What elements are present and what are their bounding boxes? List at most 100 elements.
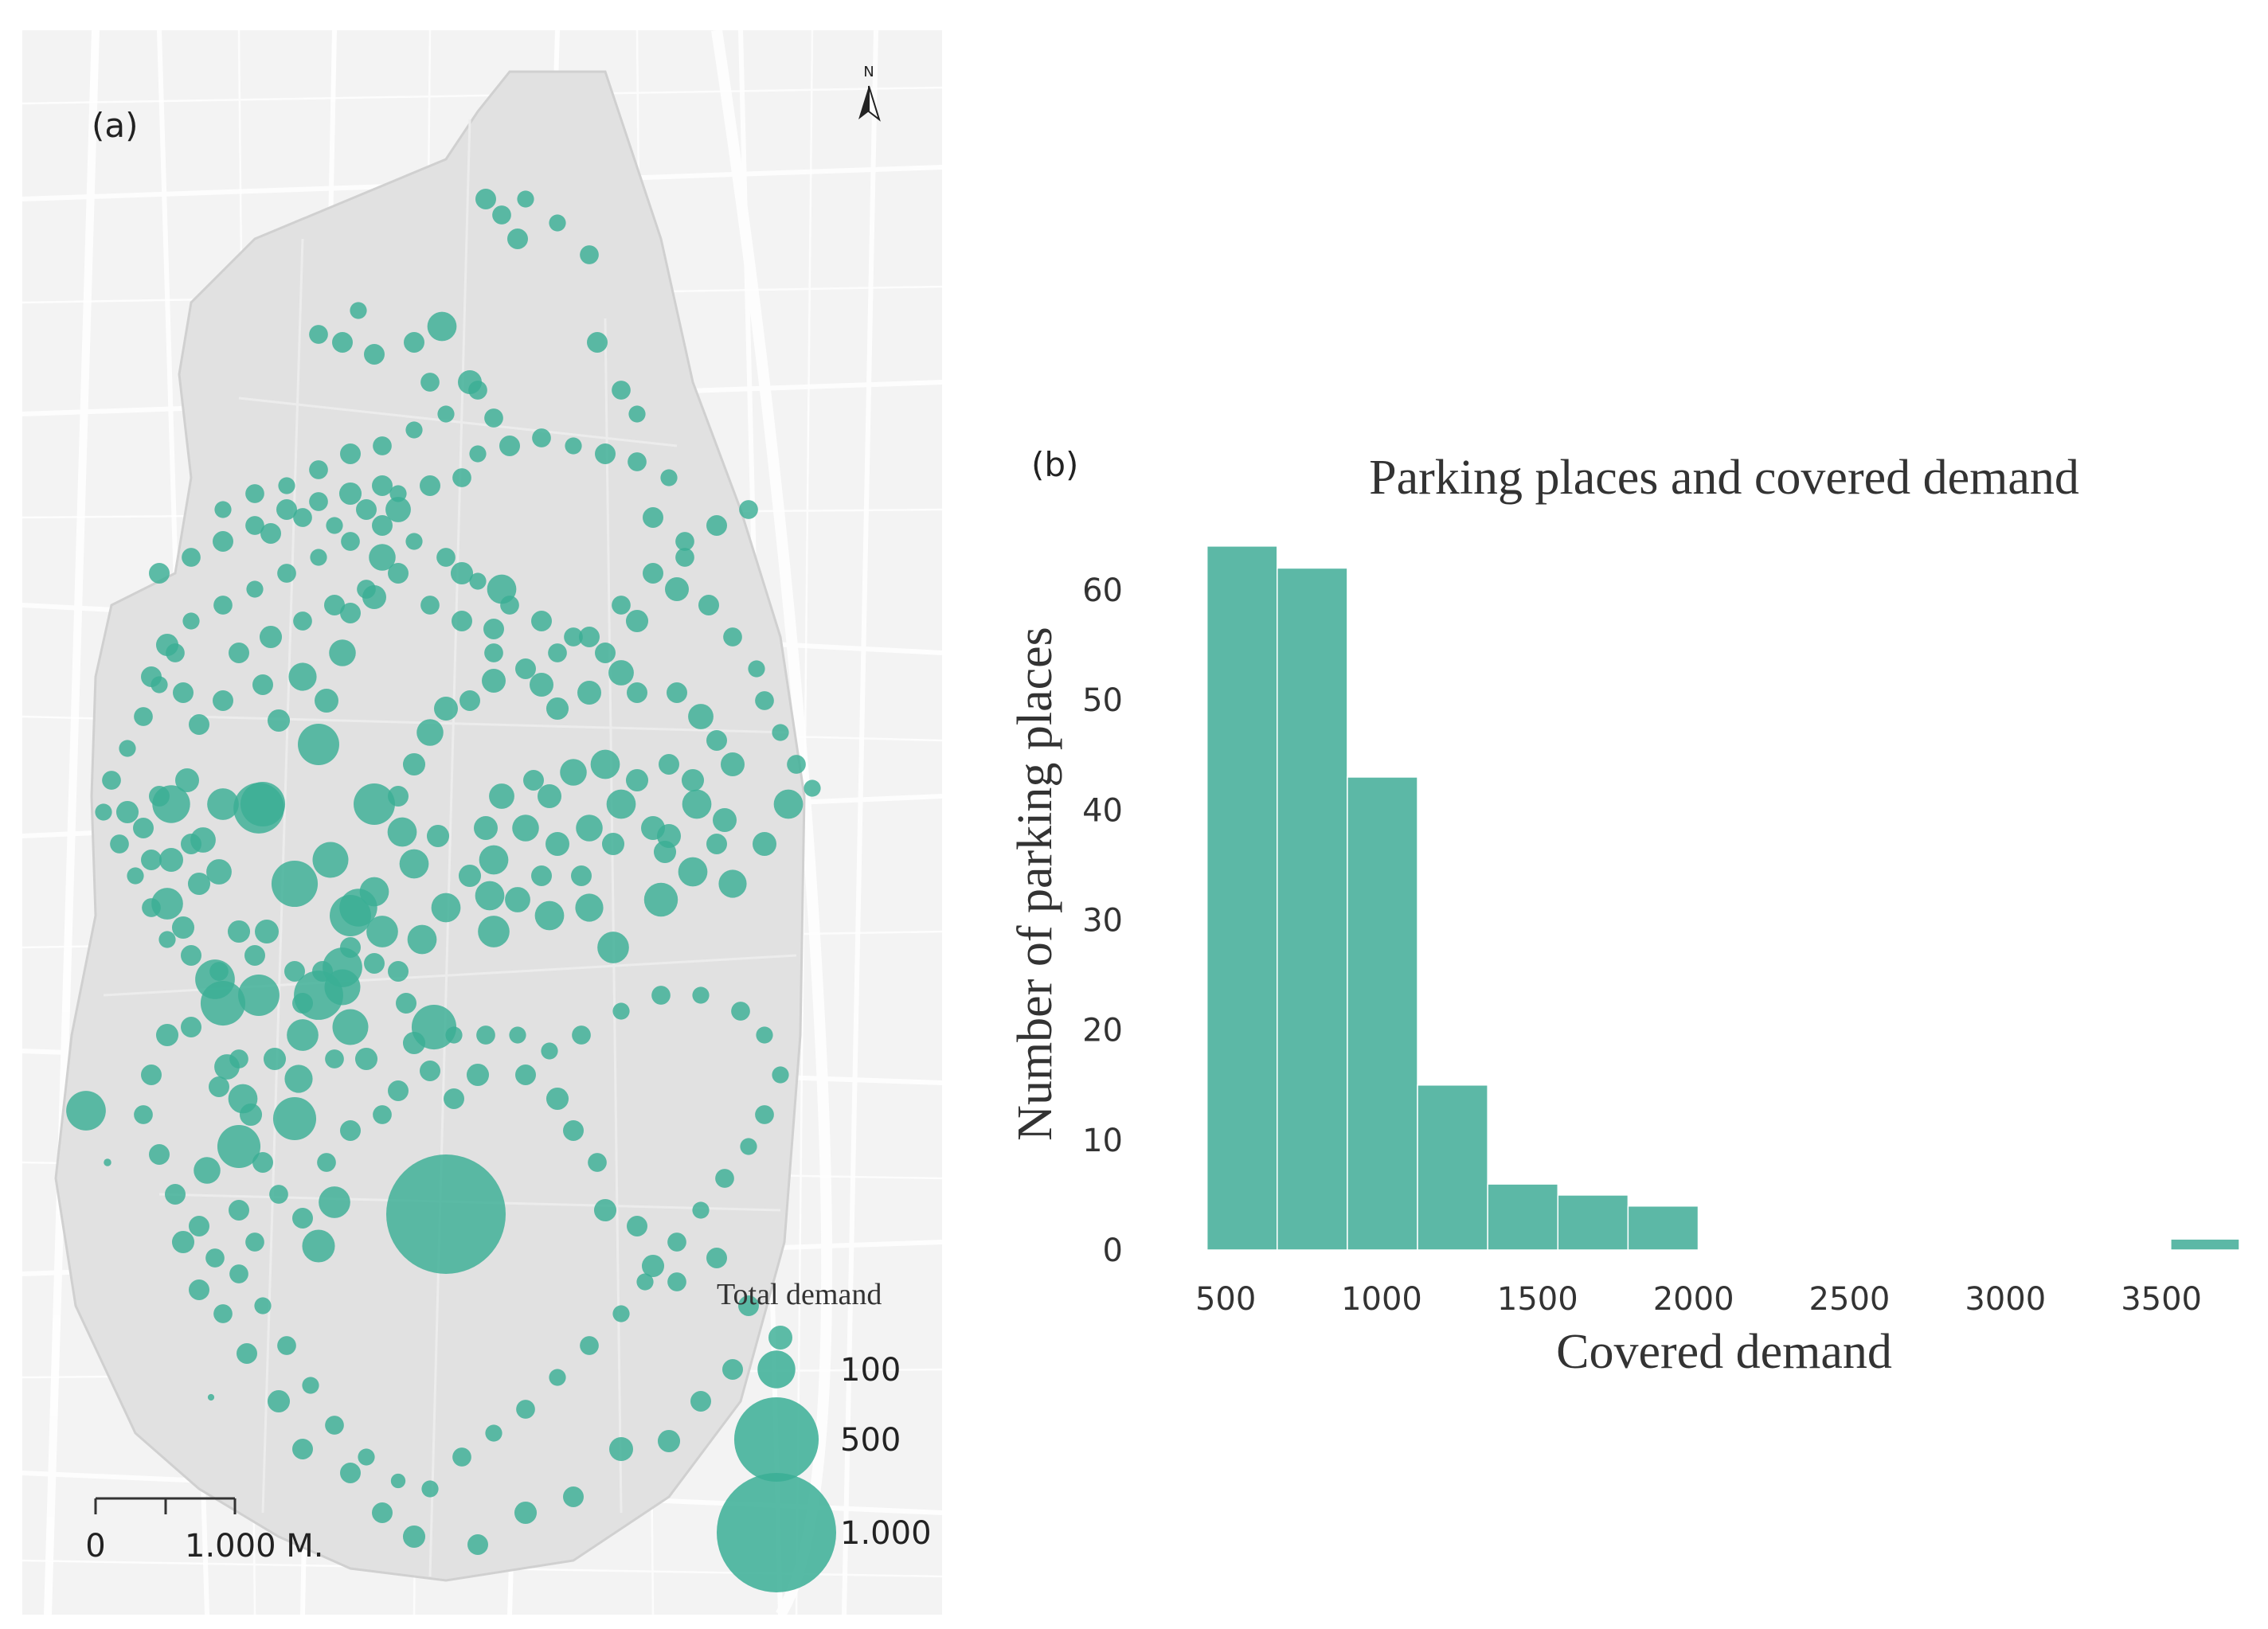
demand-circle — [713, 808, 737, 832]
legend-circle — [733, 1397, 819, 1483]
histogram-bar — [1557, 1194, 1629, 1251]
demand-circle — [269, 1185, 288, 1204]
demand-circle — [309, 325, 328, 344]
demand-circle — [338, 482, 362, 506]
demand-circle — [532, 428, 551, 447]
demand-circle — [549, 214, 566, 232]
demand-circle — [482, 669, 506, 693]
demand-circle — [420, 475, 440, 496]
demand-circle — [133, 818, 154, 838]
demand-circle — [206, 859, 232, 885]
demand-circle — [324, 595, 345, 615]
demand-circle — [182, 612, 200, 630]
demand-circle — [292, 1439, 313, 1459]
demand-circle — [577, 681, 601, 705]
histogram-bar — [1347, 776, 1418, 1251]
demand-circle — [364, 344, 385, 365]
demand-circle — [420, 1061, 440, 1081]
demand-circle — [287, 1019, 319, 1051]
demand-circle — [387, 817, 417, 847]
demand-circle — [657, 1429, 681, 1453]
demand-circle — [189, 714, 209, 735]
legend-items: 100 500 1.000 — [717, 1350, 932, 1592]
demand-circle — [399, 849, 429, 879]
demand-circle — [358, 1448, 375, 1466]
demand-circle — [213, 1304, 233, 1323]
demand-circle — [312, 961, 333, 982]
demand-circle — [667, 1272, 686, 1291]
demand-circle — [364, 953, 385, 974]
demand-circle — [706, 515, 727, 536]
demand-circle — [756, 1026, 773, 1044]
demand-circle — [115, 800, 139, 824]
demand-circle — [158, 931, 176, 948]
demand-circle — [678, 857, 708, 887]
demand-circle — [575, 893, 604, 922]
demand-circle — [388, 786, 409, 807]
x-tick-labels: 500 1000 1500 2000 2500 3000 3500 — [1195, 1281, 2202, 1318]
demand-circle — [165, 1184, 186, 1205]
demand-circle — [104, 1158, 111, 1166]
demand-circle — [240, 781, 286, 827]
demand-circle — [134, 1105, 153, 1124]
demand-circle — [366, 916, 398, 947]
demand-circle — [340, 1463, 361, 1483]
demand-circle — [189, 1216, 209, 1236]
demand-circle — [579, 627, 600, 647]
demand-circle — [485, 1424, 502, 1442]
demand-circle — [738, 1295, 759, 1316]
demand-circle — [272, 1096, 317, 1141]
x-tick-label: 3500 — [2121, 1281, 2202, 1318]
demand-circle — [721, 752, 745, 776]
demand-circle — [293, 611, 312, 631]
size-legend: Total demand 100 500 1.000 — [717, 1278, 932, 1592]
histogram-bar — [1277, 567, 1348, 1251]
demand-circle — [452, 1447, 471, 1467]
demand-circle — [149, 563, 170, 584]
demand-circle — [229, 1200, 249, 1221]
demand-circle — [263, 1047, 287, 1071]
demand-circle — [310, 549, 327, 566]
map-panel: (a) N Total demand 100 500 1.000 0 1.000 M… — [22, 29, 943, 1618]
demand-circle — [102, 771, 121, 790]
demand-circle — [171, 1230, 195, 1254]
demand-circle — [641, 1254, 665, 1278]
demand-circle — [431, 893, 461, 923]
demand-circle — [478, 916, 510, 947]
demand-circle — [773, 789, 804, 819]
demand-circle — [182, 548, 201, 567]
demand-circle — [354, 1047, 378, 1071]
demand-circle — [753, 832, 776, 856]
demand-circle — [277, 1336, 296, 1355]
demand-circle — [229, 1049, 248, 1068]
demand-circle — [571, 865, 592, 886]
demand-circle — [588, 1153, 607, 1172]
demand-circle — [609, 1437, 633, 1461]
demand-circle — [245, 484, 264, 503]
histogram-panel-label: (b) — [1031, 445, 1078, 484]
demand-circle — [110, 834, 129, 854]
demand-circle — [390, 1473, 406, 1489]
histogram-bar — [1487, 1183, 1559, 1251]
demand-circle — [356, 499, 377, 520]
demand-circle — [340, 937, 361, 958]
demand-circle — [772, 1066, 789, 1084]
demand-circle — [768, 1326, 792, 1350]
demand-circle — [612, 1002, 630, 1020]
demand-circle — [507, 229, 528, 249]
demand-circle — [288, 662, 317, 691]
demand-circle — [515, 1065, 536, 1085]
demand-circle — [385, 497, 411, 522]
demand-circle — [643, 507, 663, 528]
demand-circle — [608, 660, 634, 686]
demand-circle — [127, 867, 144, 885]
demand-circle — [341, 532, 360, 551]
demand-circle — [229, 1264, 248, 1283]
demand-circle — [715, 1169, 734, 1188]
demand-circle — [612, 381, 631, 400]
demand-circle — [675, 548, 694, 567]
demand-circle — [436, 548, 456, 567]
demand-circle — [329, 639, 356, 666]
demand-circle — [469, 572, 487, 590]
demand-circle — [643, 882, 678, 917]
